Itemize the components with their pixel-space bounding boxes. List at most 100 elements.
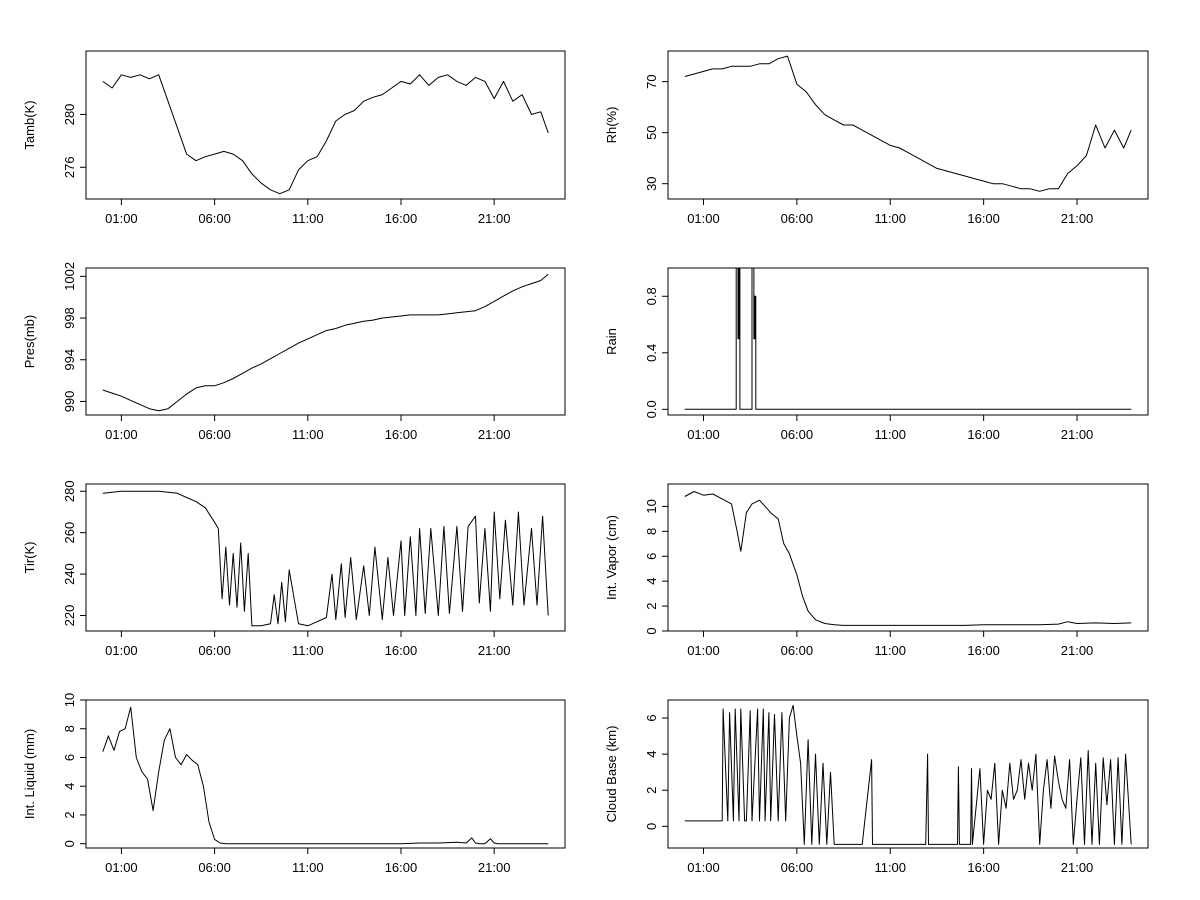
series-line — [684, 491, 1132, 626]
x-tick-label: 21:00 — [478, 643, 511, 658]
y-tick-label: 280 — [62, 104, 77, 126]
x-tick-label: 01:00 — [687, 860, 720, 875]
y-tick-label: 2 — [644, 787, 659, 794]
y-tick-label: 6 — [62, 754, 77, 761]
y-tick-label: 4 — [62, 783, 77, 790]
y-tick-label: 994 — [62, 349, 77, 371]
y-tick-label: 2 — [62, 811, 77, 818]
series-line — [684, 55, 1132, 192]
x-tick-label: 21:00 — [1061, 427, 1094, 442]
series-line — [102, 706, 549, 845]
x-tick-label: 11:00 — [292, 427, 324, 442]
y-tick-label: 30 — [644, 176, 659, 190]
panel-7: 01:00 06:00 11:00 16:00 21:00 0 2 4 6 8 10 Int. Liq… — [22, 693, 566, 875]
y-tick-label: 8 — [62, 725, 77, 732]
plot-frame — [667, 267, 1149, 416]
x-tick-label: 11:00 — [874, 643, 906, 658]
x-tick-label: 11:00 — [874, 860, 906, 875]
y-tick-label: 280 — [62, 480, 77, 502]
x-tick-label: 06:00 — [781, 860, 814, 875]
y-tick-label: 220 — [62, 605, 77, 627]
y-tick-label: 70 — [644, 74, 659, 88]
x-tick-label: 01:00 — [687, 427, 720, 442]
x-tick-label: 01:00 — [687, 211, 720, 226]
x-tick-label: 16:00 — [385, 643, 418, 658]
x-tick-label: 16:00 — [967, 643, 1000, 658]
y-tick-label: 260 — [62, 522, 77, 544]
panel-6: 01:00 06:00 11:00 16:00 21:00 0 2 4 6 8 10 Int. Vap… — [604, 483, 1149, 658]
x-tick-label: 21:00 — [478, 860, 511, 875]
plot-frame — [667, 50, 1149, 200]
series-line — [102, 490, 549, 627]
x-tick-label: 01:00 — [687, 643, 720, 658]
y-axis-label: Int. Liquid (mm) — [22, 729, 37, 819]
x-tick-label: 16:00 — [385, 211, 418, 226]
y-tick-label: 276 — [62, 156, 77, 178]
y-axis-label: Pres(mb) — [22, 315, 37, 368]
y-tick-label: 0.4 — [644, 344, 659, 362]
panel-1: 01:00 06:00 11:00 16:00 21:00 276 280 Tamb(K) — [22, 50, 566, 226]
x-tick-label: 11:00 — [874, 427, 906, 442]
y-axis-label: Rh(%) — [604, 107, 619, 144]
x-tick-label: 11:00 — [292, 860, 324, 875]
x-tick-label: 06:00 — [781, 427, 814, 442]
y-tick-label: 0.0 — [644, 400, 659, 418]
y-tick-label: 4 — [644, 578, 659, 585]
y-tick-label: 240 — [62, 563, 77, 585]
y-tick-label: 0 — [62, 840, 77, 847]
x-tick-label: 06:00 — [781, 211, 814, 226]
y-tick-label: 8 — [644, 528, 659, 535]
x-tick-label: 06:00 — [198, 643, 231, 658]
y-tick-label: 10 — [62, 693, 77, 707]
x-tick-label: 11:00 — [292, 211, 324, 226]
x-tick-label: 21:00 — [1061, 860, 1094, 875]
panel-5: 01:00 06:00 11:00 16:00 21:00 220 240 260 280 Tir… — [22, 480, 566, 658]
x-tick-label: 16:00 — [967, 211, 1000, 226]
x-tick-label: 11:00 — [292, 643, 324, 658]
x-tick-label: 06:00 — [198, 427, 231, 442]
series-line — [102, 273, 549, 412]
y-tick-label: 2 — [644, 602, 659, 609]
x-tick-label: 06:00 — [198, 860, 231, 875]
panel-2: 01:00 06:00 11:00 16:00 21:00 30 50 70 Rh(%) — [604, 50, 1149, 226]
plot-frame — [85, 50, 566, 200]
y-tick-label: 6 — [644, 553, 659, 560]
y-tick-label: 6 — [644, 714, 659, 721]
x-tick-label: 01:00 — [105, 860, 138, 875]
y-axis-label: Cloud Base (km) — [604, 726, 619, 823]
plot-frame — [85, 267, 566, 416]
y-axis-label: Tamb(K) — [22, 100, 37, 149]
panel-4: 01:00 06:00 11:00 16:00 21:00 0.0 0.4 0.8 Rain — [604, 267, 1149, 442]
y-tick-label: 50 — [644, 125, 659, 139]
y-tick-label: 0.8 — [644, 287, 659, 305]
y-tick-label: 998 — [62, 307, 77, 329]
y-tick-label: 990 — [62, 391, 77, 413]
x-tick-label: 21:00 — [478, 427, 511, 442]
x-tick-label: 21:00 — [478, 211, 511, 226]
y-axis-label: Tir(K) — [22, 541, 37, 573]
x-tick-label: 01:00 — [105, 427, 138, 442]
x-tick-label: 11:00 — [874, 211, 906, 226]
plot-frame — [85, 699, 566, 849]
plot-frame — [667, 483, 1149, 632]
x-tick-label: 16:00 — [385, 427, 418, 442]
series-line — [684, 267, 1132, 410]
y-tick-label: 0 — [644, 627, 659, 634]
x-tick-label: 01:00 — [105, 211, 138, 226]
x-tick-label: 16:00 — [385, 860, 418, 875]
y-tick-label: 10 — [644, 499, 659, 513]
y-axis-label: Int. Vapor (cm) — [604, 515, 619, 600]
x-tick-label: 21:00 — [1061, 643, 1094, 658]
panel-3: 01:00 06:00 11:00 16:00 21:00 990 994 998 1002 Pr… — [22, 262, 566, 442]
x-tick-label: 16:00 — [967, 860, 1000, 875]
y-tick-label: 1002 — [62, 262, 77, 291]
y-tick-label: 0 — [644, 823, 659, 830]
y-axis-label: Rain — [604, 328, 619, 355]
series-line — [102, 74, 549, 195]
x-tick-label: 06:00 — [781, 643, 814, 658]
panel-8: 01:00 06:00 11:00 16:00 21:00 0 2 4 6 Cloud Base … — [604, 699, 1149, 875]
series-line — [684, 704, 1132, 845]
x-tick-label: 01:00 — [105, 643, 138, 658]
y-tick-label: 4 — [644, 751, 659, 758]
